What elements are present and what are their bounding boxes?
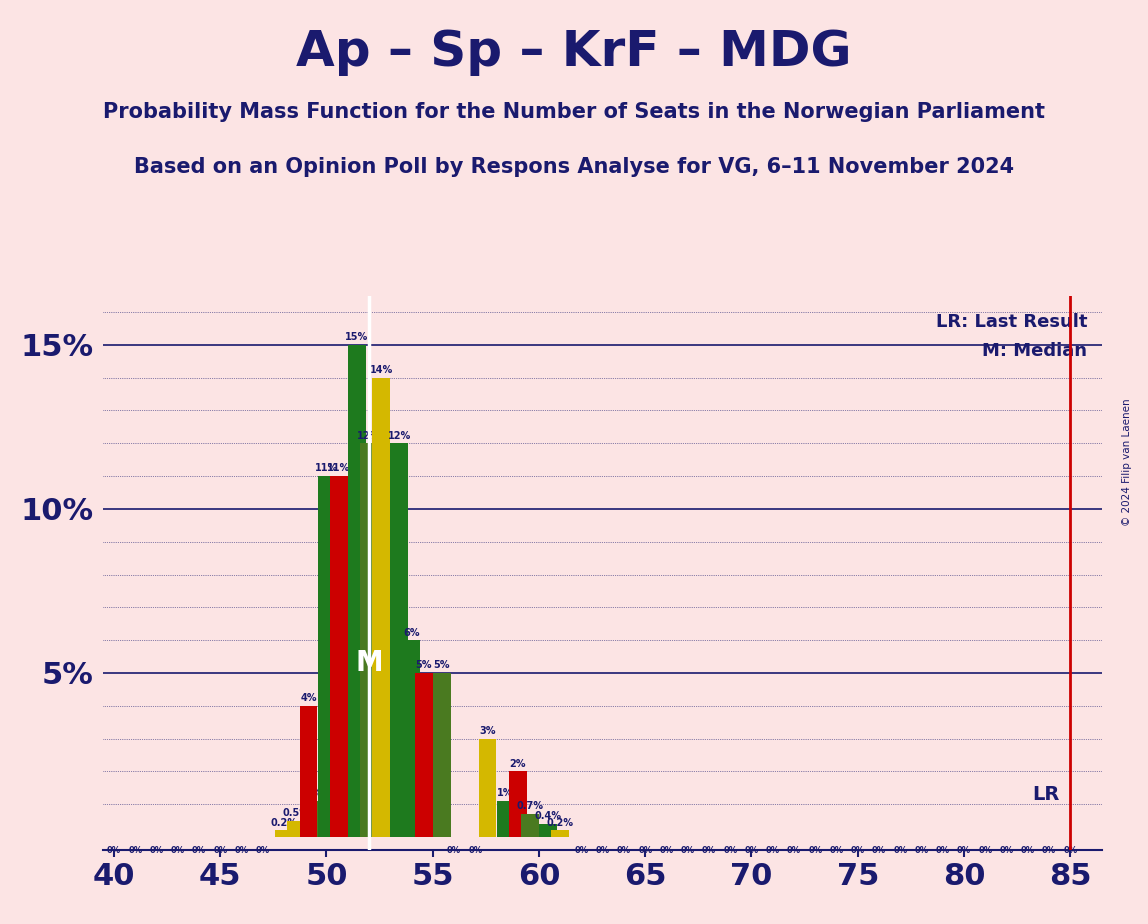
Text: 1%: 1% [497, 788, 514, 798]
Bar [300, 706, 317, 837]
Text: 0%: 0% [893, 846, 907, 855]
Bar [433, 673, 450, 837]
Bar [414, 673, 433, 837]
Text: Based on an Opinion Poll by Respons Analyse for VG, 6–11 November 2024: Based on an Opinion Poll by Respons Anal… [134, 157, 1014, 177]
Text: 0%: 0% [851, 846, 864, 855]
Text: 15%: 15% [346, 333, 369, 342]
Bar [305, 801, 323, 837]
Text: 0%: 0% [1021, 846, 1034, 855]
Text: 12%: 12% [388, 431, 411, 441]
Text: 0%: 0% [596, 846, 610, 855]
Text: 3%: 3% [479, 726, 496, 736]
Text: 11%: 11% [315, 464, 338, 473]
Bar [403, 640, 420, 837]
Text: 0%: 0% [129, 846, 142, 855]
Text: 12%: 12% [357, 431, 381, 441]
Text: 1%: 1% [307, 788, 323, 798]
Text: 0%: 0% [1000, 846, 1014, 855]
Bar [540, 824, 557, 837]
Text: 14%: 14% [370, 365, 393, 375]
Bar [360, 444, 378, 837]
Text: 0%: 0% [744, 846, 759, 855]
Text: 0%: 0% [681, 846, 695, 855]
Text: 0%: 0% [214, 846, 227, 855]
Text: 0%: 0% [936, 846, 949, 855]
Text: 0.7%: 0.7% [517, 801, 543, 811]
Bar [509, 772, 527, 837]
Text: 0%: 0% [616, 846, 631, 855]
Text: 0%: 0% [808, 846, 822, 855]
Text: 0%: 0% [256, 846, 270, 855]
Text: 0%: 0% [871, 846, 886, 855]
Text: 0%: 0% [638, 846, 652, 855]
Text: 2%: 2% [510, 759, 526, 769]
Text: 0%: 0% [978, 846, 992, 855]
Text: 0%: 0% [1042, 846, 1056, 855]
Text: 11%: 11% [327, 464, 350, 473]
Text: 0.2%: 0.2% [271, 818, 297, 828]
Text: 5%: 5% [434, 661, 450, 670]
Text: 0%: 0% [1063, 846, 1077, 855]
Text: 0%: 0% [659, 846, 674, 855]
Text: M: M [355, 649, 382, 677]
Text: LR: Last Result: LR: Last Result [936, 313, 1087, 331]
Bar [372, 378, 390, 837]
Text: 0%: 0% [766, 846, 779, 855]
Bar [318, 476, 335, 837]
Text: 5%: 5% [416, 661, 432, 670]
Text: 0.2%: 0.2% [546, 818, 574, 828]
Bar [335, 575, 354, 837]
Text: 0%: 0% [829, 846, 844, 855]
Text: 0%: 0% [234, 846, 248, 855]
Bar [497, 801, 514, 837]
Bar [276, 831, 293, 837]
Text: 0%: 0% [915, 846, 929, 855]
Text: 0%: 0% [957, 846, 971, 855]
Text: 0%: 0% [171, 846, 185, 855]
Text: 0%: 0% [149, 846, 163, 855]
Bar [479, 738, 496, 837]
Text: 0%: 0% [107, 846, 121, 855]
Text: 0%: 0% [574, 846, 589, 855]
Text: 0%: 0% [192, 846, 205, 855]
Text: 0%: 0% [468, 846, 482, 855]
Bar [551, 831, 569, 837]
Text: 4%: 4% [300, 693, 317, 703]
Text: Probability Mass Function for the Number of Seats in the Norwegian Parliament: Probability Mass Function for the Number… [103, 102, 1045, 122]
Text: 0%: 0% [723, 846, 737, 855]
Text: Ap – Sp – KrF – MDG: Ap – Sp – KrF – MDG [296, 28, 852, 76]
Bar [348, 345, 365, 837]
Text: 0%: 0% [447, 846, 461, 855]
Text: LR: LR [1032, 784, 1060, 804]
Bar [521, 814, 538, 837]
Text: 8%: 8% [336, 562, 352, 572]
Text: © 2024 Filip van Laenen: © 2024 Filip van Laenen [1123, 398, 1132, 526]
Text: 0.5%: 0.5% [282, 808, 310, 818]
Bar [287, 821, 305, 837]
Bar [390, 444, 408, 837]
Text: 0.4%: 0.4% [535, 811, 561, 821]
Bar [329, 476, 348, 837]
Text: 6%: 6% [403, 627, 420, 638]
Text: 0%: 0% [701, 846, 716, 855]
Text: 0%: 0% [786, 846, 801, 855]
Text: M: Median: M: Median [983, 343, 1087, 360]
